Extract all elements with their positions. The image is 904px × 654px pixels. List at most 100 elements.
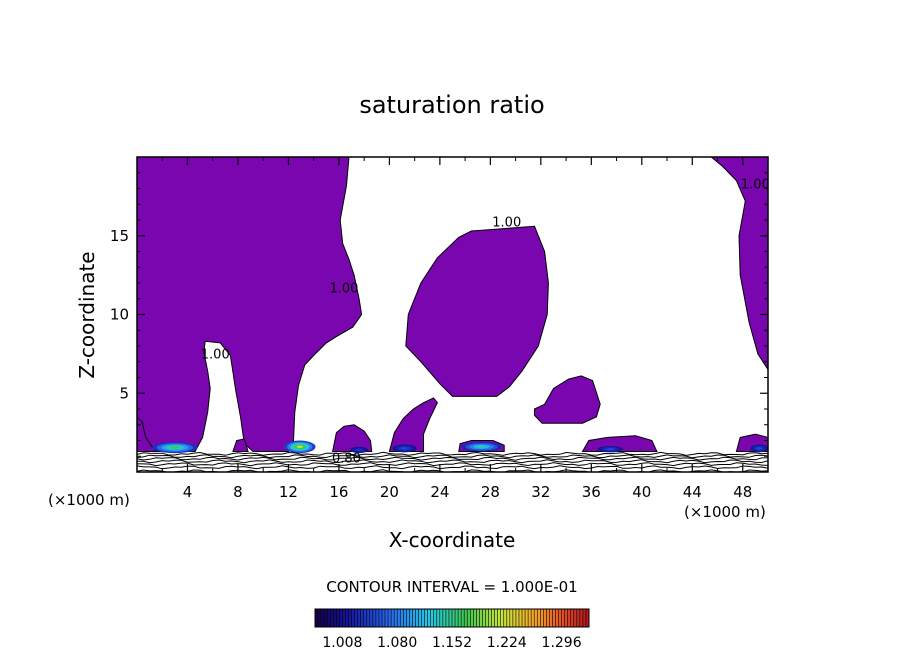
- hotspot-level: [296, 445, 303, 449]
- colorbar-cell: [366, 609, 371, 627]
- hotspot-3: [350, 446, 368, 454]
- colorbar-cell: [549, 609, 553, 627]
- colorbar-frame: [314, 608, 590, 628]
- hotspot-2: [461, 442, 502, 452]
- colorbar-cell: [582, 609, 587, 627]
- colorbar-cell: [543, 609, 547, 627]
- chart-title: saturation ratio: [359, 91, 544, 119]
- region-patch-10: [232, 438, 249, 452]
- hotspot-level: [757, 447, 761, 450]
- x-tick-label: 12: [279, 483, 298, 501]
- colorbar-cell: [470, 609, 474, 627]
- colorbar-cell: [522, 609, 526, 627]
- colorbar-cell: [473, 609, 477, 627]
- colorbar-cell: [330, 609, 334, 627]
- hotspot-1: [284, 440, 316, 454]
- hotspot-level: [477, 445, 486, 448]
- hotspot-level: [607, 448, 613, 450]
- colorbar-cell: [342, 609, 346, 627]
- colorbar-tick-label: 1.224: [487, 635, 527, 651]
- hotspot-6: [750, 444, 768, 453]
- colorbar-cell: [421, 609, 425, 627]
- x-tick-label: 28: [481, 483, 500, 501]
- colorbar-cell: [360, 609, 365, 627]
- region-right-mass: [710, 157, 768, 371]
- colorbar-cell: [570, 609, 575, 627]
- region-patch-16: [331, 424, 373, 452]
- x-tick-label: 8: [233, 483, 243, 501]
- hotspot-4: [392, 444, 417, 453]
- colorbar-cell: [363, 609, 368, 627]
- colorbar-cell: [424, 609, 428, 627]
- colorbar-cell: [448, 609, 453, 627]
- colorbar-cell: [540, 609, 544, 627]
- colorbar-cell: [394, 609, 398, 627]
- hotspot-5: [597, 446, 623, 453]
- colorbar-cell: [455, 609, 459, 627]
- contour-interval-label: CONTOUR INTERVAL = 1.000E-01: [326, 578, 577, 596]
- x-tick-label: 44: [683, 483, 702, 501]
- y-axis-label: Z-coordinate: [75, 251, 99, 378]
- colorbar-cell: [497, 609, 502, 627]
- colorbar-cell: [512, 609, 517, 627]
- colorbar-cell: [573, 609, 578, 627]
- y-tick-label: 10: [110, 306, 129, 324]
- colorbar-cell: [476, 609, 480, 627]
- colorbar-tick-label: 1.152: [432, 635, 472, 651]
- colorbar-cell: [433, 609, 438, 627]
- colorbar-cell: [503, 609, 508, 627]
- colorbar-cell: [458, 609, 462, 627]
- colorbar-cell: [348, 609, 352, 627]
- colorbar-cell: [324, 609, 328, 627]
- colorbar-cell: [439, 609, 444, 627]
- colorbar-cell: [561, 609, 565, 627]
- colorbar-cell: [467, 609, 471, 627]
- colorbar-cell: [415, 609, 419, 627]
- colorbar-cell: [409, 609, 413, 627]
- colorbar-cell: [345, 609, 349, 627]
- colorbar-cell: [385, 609, 389, 627]
- contour-label: 1.00: [741, 178, 770, 193]
- colorbar-cell: [518, 609, 523, 627]
- colorbar-cell: [482, 609, 486, 627]
- colorbar-cell: [564, 609, 568, 627]
- colorbar-cell: [515, 609, 520, 627]
- colorbar-tick-label: 1.296: [542, 635, 582, 651]
- colorbar-cell: [354, 609, 358, 627]
- colorbar-cell: [397, 609, 401, 627]
- colorbar-cell: [381, 609, 386, 627]
- colorbar-cell: [485, 609, 489, 627]
- y-tick-label: 15: [110, 227, 129, 245]
- colorbar-cell: [372, 609, 377, 627]
- region-center-blob: [405, 225, 549, 397]
- colorbar-cell: [558, 609, 562, 627]
- x-unit-right: (×1000 m): [684, 503, 766, 521]
- colorbar-cell: [555, 609, 559, 627]
- colorbar-cell: [509, 609, 514, 627]
- colorbar-cell: [375, 609, 380, 627]
- x-axis-label: X-coordinate: [389, 528, 516, 552]
- colorbar-cell: [531, 609, 535, 627]
- x-tick-label: 36: [582, 483, 601, 501]
- colorbar-cell: [494, 609, 498, 627]
- colorbar-cell: [391, 609, 395, 627]
- colorbar-cell: [406, 609, 410, 627]
- colorbar-cell: [567, 609, 572, 627]
- colorbar-cell: [427, 609, 431, 627]
- colorbar-cell: [552, 609, 556, 627]
- colorbar-cell: [479, 609, 483, 627]
- x-tick-label: 4: [183, 483, 193, 501]
- colorbar-cell: [546, 609, 550, 627]
- colorbar-cell: [534, 609, 538, 627]
- hotspot-level: [402, 447, 407, 450]
- contour-label: 0.80: [332, 452, 361, 467]
- region-patch-36: [534, 375, 601, 424]
- colorbar-cell: [400, 609, 404, 627]
- region-patch-left-edge: [137, 416, 157, 452]
- colorbar-cell: [315, 609, 319, 627]
- colorbar-cell: [378, 609, 383, 627]
- colorbar-cell: [412, 609, 416, 627]
- colorbar-cell: [357, 609, 361, 627]
